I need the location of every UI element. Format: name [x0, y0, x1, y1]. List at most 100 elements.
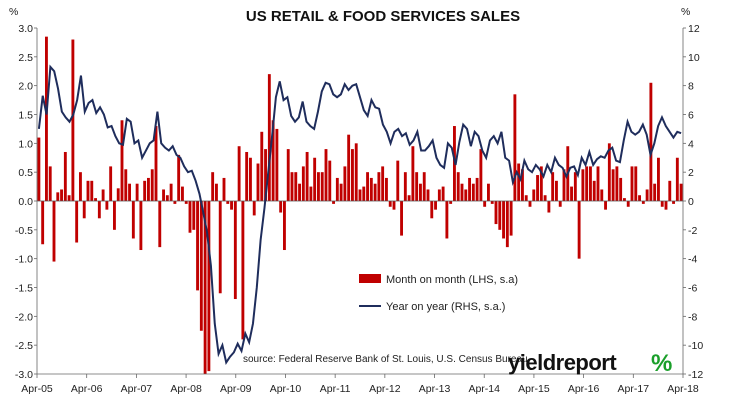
mom-bar [267, 74, 271, 201]
mom-bar [547, 201, 551, 213]
mom-bar [71, 39, 75, 201]
mom-bar [373, 183, 377, 201]
mom-bar [128, 183, 131, 201]
right-tick-label: 10 [688, 52, 700, 64]
mom-bar [215, 183, 218, 201]
mom-bar [517, 163, 521, 201]
mom-bar [611, 169, 615, 201]
mom-bar [226, 201, 230, 204]
mom-bar [165, 195, 169, 201]
mom-bar [619, 177, 623, 201]
mom-bar [90, 180, 94, 201]
mom-bar [135, 183, 139, 201]
left-axis-unit: % [9, 6, 18, 18]
left-tick-label: 2.5 [18, 52, 33, 64]
mom-bar [494, 201, 498, 225]
mom-bar [471, 183, 475, 201]
mom-bar [366, 172, 369, 201]
x-tick-label: Apr-08 [170, 383, 202, 395]
right-tick-label: 12 [688, 23, 700, 35]
mom-bar [570, 186, 573, 201]
mom-bar [392, 201, 396, 210]
mom-bar [483, 201, 487, 207]
mom-bar [320, 172, 324, 201]
mom-bar [589, 166, 592, 201]
mom-bar [604, 201, 607, 210]
mom-bar [37, 137, 41, 201]
mom-bar [415, 172, 419, 201]
mom-bar [422, 172, 426, 201]
mom-bar [286, 149, 290, 201]
legend-line-label: Year on year (RHS, s.a.) [386, 301, 505, 313]
mom-bar [305, 151, 309, 201]
mom-bar [600, 189, 604, 201]
mom-bar [275, 128, 279, 201]
mom-bar [369, 177, 373, 201]
brand-percent-icon: % [651, 350, 672, 377]
right-tick-label: -8 [688, 311, 697, 323]
left-tick-label: -1.5 [15, 283, 33, 295]
mom-bar [509, 201, 513, 236]
mom-bar [252, 201, 256, 216]
mom-bar [290, 172, 294, 201]
mom-bar [196, 201, 199, 291]
yoy-line [37, 64, 682, 365]
mom-bar [139, 201, 143, 251]
mom-bar [283, 201, 286, 251]
mom-bar [536, 175, 539, 201]
mom-bar [653, 183, 657, 201]
mom-bar [233, 201, 237, 300]
mom-bar [332, 201, 335, 204]
mom-bar [343, 166, 347, 201]
mom-bar [162, 189, 165, 201]
mom-bar [169, 183, 173, 201]
mom-bar [75, 201, 79, 243]
left-axis-tick-labels: 3.0 2.5 2.0 1.5 1.0 0.5 0.0 -0.5 -1.0 -1.5 -2.0 -2.… [15, 23, 37, 381]
x-tick-label: Apr-15 [518, 383, 550, 395]
mom-bar [528, 201, 532, 207]
x-tick-label: Apr-12 [369, 383, 401, 395]
mom-bar [657, 157, 660, 201]
mom-bar [313, 157, 317, 201]
mom-bars [37, 36, 683, 374]
x-tick-label: Apr-14 [468, 383, 500, 395]
mom-bar [347, 134, 351, 201]
mom-bar [45, 36, 48, 202]
mom-bar [626, 201, 630, 207]
mom-bar [490, 201, 494, 204]
left-tick-label: 3.0 [18, 23, 33, 35]
mom-bar [222, 177, 226, 201]
mom-bar [241, 201, 245, 340]
mom-bar [335, 177, 339, 201]
mom-bar [430, 201, 434, 219]
mom-bar [79, 172, 82, 201]
mom-bar [101, 189, 105, 201]
mom-bar [558, 201, 562, 207]
right-axis-unit: % [681, 6, 690, 18]
mom-bar [521, 169, 524, 201]
mom-bar [113, 201, 116, 230]
legend-bar-label: Month on month (LHS, s.a) [386, 274, 518, 286]
right-tick-label: -2 [688, 225, 697, 237]
source-note: source: Federal Reserve Bank of St. Loui… [243, 354, 528, 365]
mom-bar [441, 186, 445, 201]
mom-bar [211, 172, 215, 201]
mom-bar [475, 177, 479, 201]
mom-bar [532, 189, 536, 201]
mom-bar [48, 166, 52, 201]
mom-bar [573, 172, 577, 201]
mom-bar [105, 201, 109, 210]
mom-bar [419, 183, 422, 201]
mom-bar [449, 201, 453, 204]
mom-bar [177, 154, 181, 201]
legend: Month on month (LHS, s.a) Year on year (… [359, 274, 518, 313]
brand-name: yieldreport [508, 350, 617, 375]
mom-bar [403, 172, 407, 201]
mom-bar [630, 166, 634, 201]
mom-bar [82, 201, 86, 219]
mom-bar [460, 183, 464, 201]
left-tick-label: -3.0 [15, 369, 33, 381]
mom-bar [638, 195, 641, 201]
mom-bar [188, 201, 192, 233]
mom-bar [218, 201, 222, 294]
